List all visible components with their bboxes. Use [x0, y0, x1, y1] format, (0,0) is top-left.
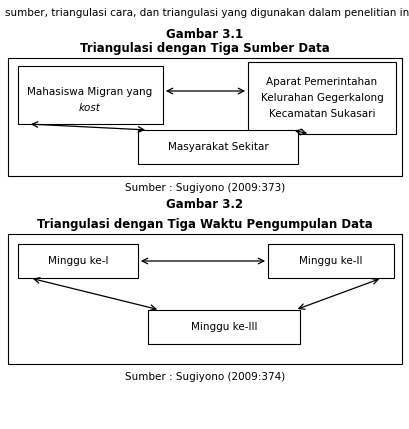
Text: Mahasiswa Migran yang: Mahasiswa Migran yang [27, 87, 152, 97]
Text: Aparat Pemerintahan: Aparat Pemerintahan [266, 77, 377, 87]
Text: Triangulasi dengan Tiga Waktu Pengumpulan Data: Triangulasi dengan Tiga Waktu Pengumpula… [37, 218, 372, 231]
Text: Sumber : Sugiyono (2009:374): Sumber : Sugiyono (2009:374) [125, 372, 284, 382]
Bar [8, 234, 401, 364]
Text: Kelurahan Gegerkalong: Kelurahan Gegerkalong [260, 93, 382, 103]
Text: Minggu ke-I: Minggu ke-I [47, 256, 108, 266]
Bar [8, 58, 401, 176]
Bar [247, 62, 395, 134]
Text: Sumber : Sugiyono (2009:373): Sumber : Sugiyono (2009:373) [125, 183, 284, 193]
Text: Triangulasi dengan Tiga Sumber Data: Triangulasi dengan Tiga Sumber Data [80, 42, 329, 55]
Text: sumber, triangulasi cara, dan triangulasi yang digunakan dalam penelitian ini: sumber, triangulasi cara, dan triangulas… [5, 8, 409, 18]
Bar [18, 66, 163, 124]
Bar [267, 244, 393, 278]
Text: kost: kost [79, 103, 101, 113]
Text: Gambar 3.1: Gambar 3.1 [166, 28, 243, 41]
Bar [148, 310, 299, 344]
Bar [138, 130, 297, 164]
Text: Minggu ke-III: Minggu ke-III [190, 322, 256, 332]
Text: Kecamatan Sukasari: Kecamatan Sukasari [268, 109, 374, 119]
Text: Minggu ke-II: Minggu ke-II [299, 256, 362, 266]
Text: Gambar 3.2: Gambar 3.2 [166, 198, 243, 211]
Bar [18, 244, 138, 278]
Text: Masyarakat Sekitar: Masyarakat Sekitar [167, 142, 268, 152]
